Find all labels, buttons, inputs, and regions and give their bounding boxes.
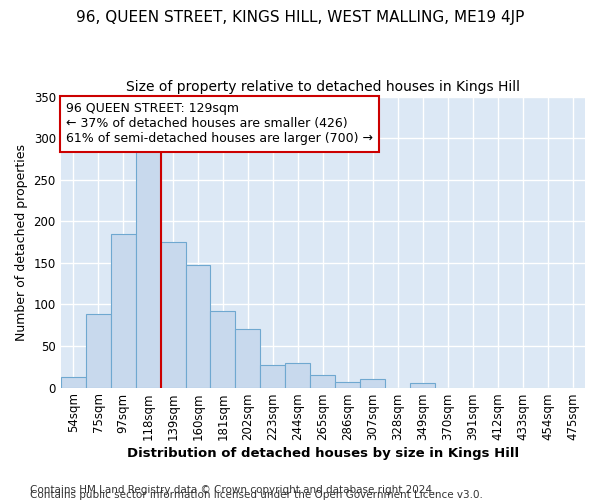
Y-axis label: Number of detached properties: Number of detached properties: [15, 144, 28, 340]
Bar: [211, 311, 235, 388]
Bar: [110, 234, 136, 388]
Bar: [310, 375, 335, 388]
Text: 96 QUEEN STREET: 129sqm
← 37% of detached houses are smaller (426)
61% of semi-d: 96 QUEEN STREET: 129sqm ← 37% of detache…: [66, 102, 373, 146]
Bar: [185, 264, 211, 388]
Text: 96, QUEEN STREET, KINGS HILL, WEST MALLING, ME19 4JP: 96, QUEEN STREET, KINGS HILL, WEST MALLI…: [76, 10, 524, 25]
X-axis label: Distribution of detached houses by size in Kings Hill: Distribution of detached houses by size …: [127, 447, 519, 460]
Bar: [335, 382, 360, 388]
Bar: [410, 384, 435, 388]
Bar: [360, 380, 385, 388]
Bar: [61, 377, 86, 388]
Bar: [86, 314, 110, 388]
Text: Contains HM Land Registry data © Crown copyright and database right 2024.: Contains HM Land Registry data © Crown c…: [30, 485, 436, 495]
Bar: [235, 330, 260, 388]
Bar: [136, 146, 161, 388]
Text: Contains public sector information licensed under the Open Government Licence v3: Contains public sector information licen…: [30, 490, 483, 500]
Bar: [286, 362, 310, 388]
Title: Size of property relative to detached houses in Kings Hill: Size of property relative to detached ho…: [126, 80, 520, 94]
Bar: [260, 365, 286, 388]
Bar: [161, 242, 185, 388]
